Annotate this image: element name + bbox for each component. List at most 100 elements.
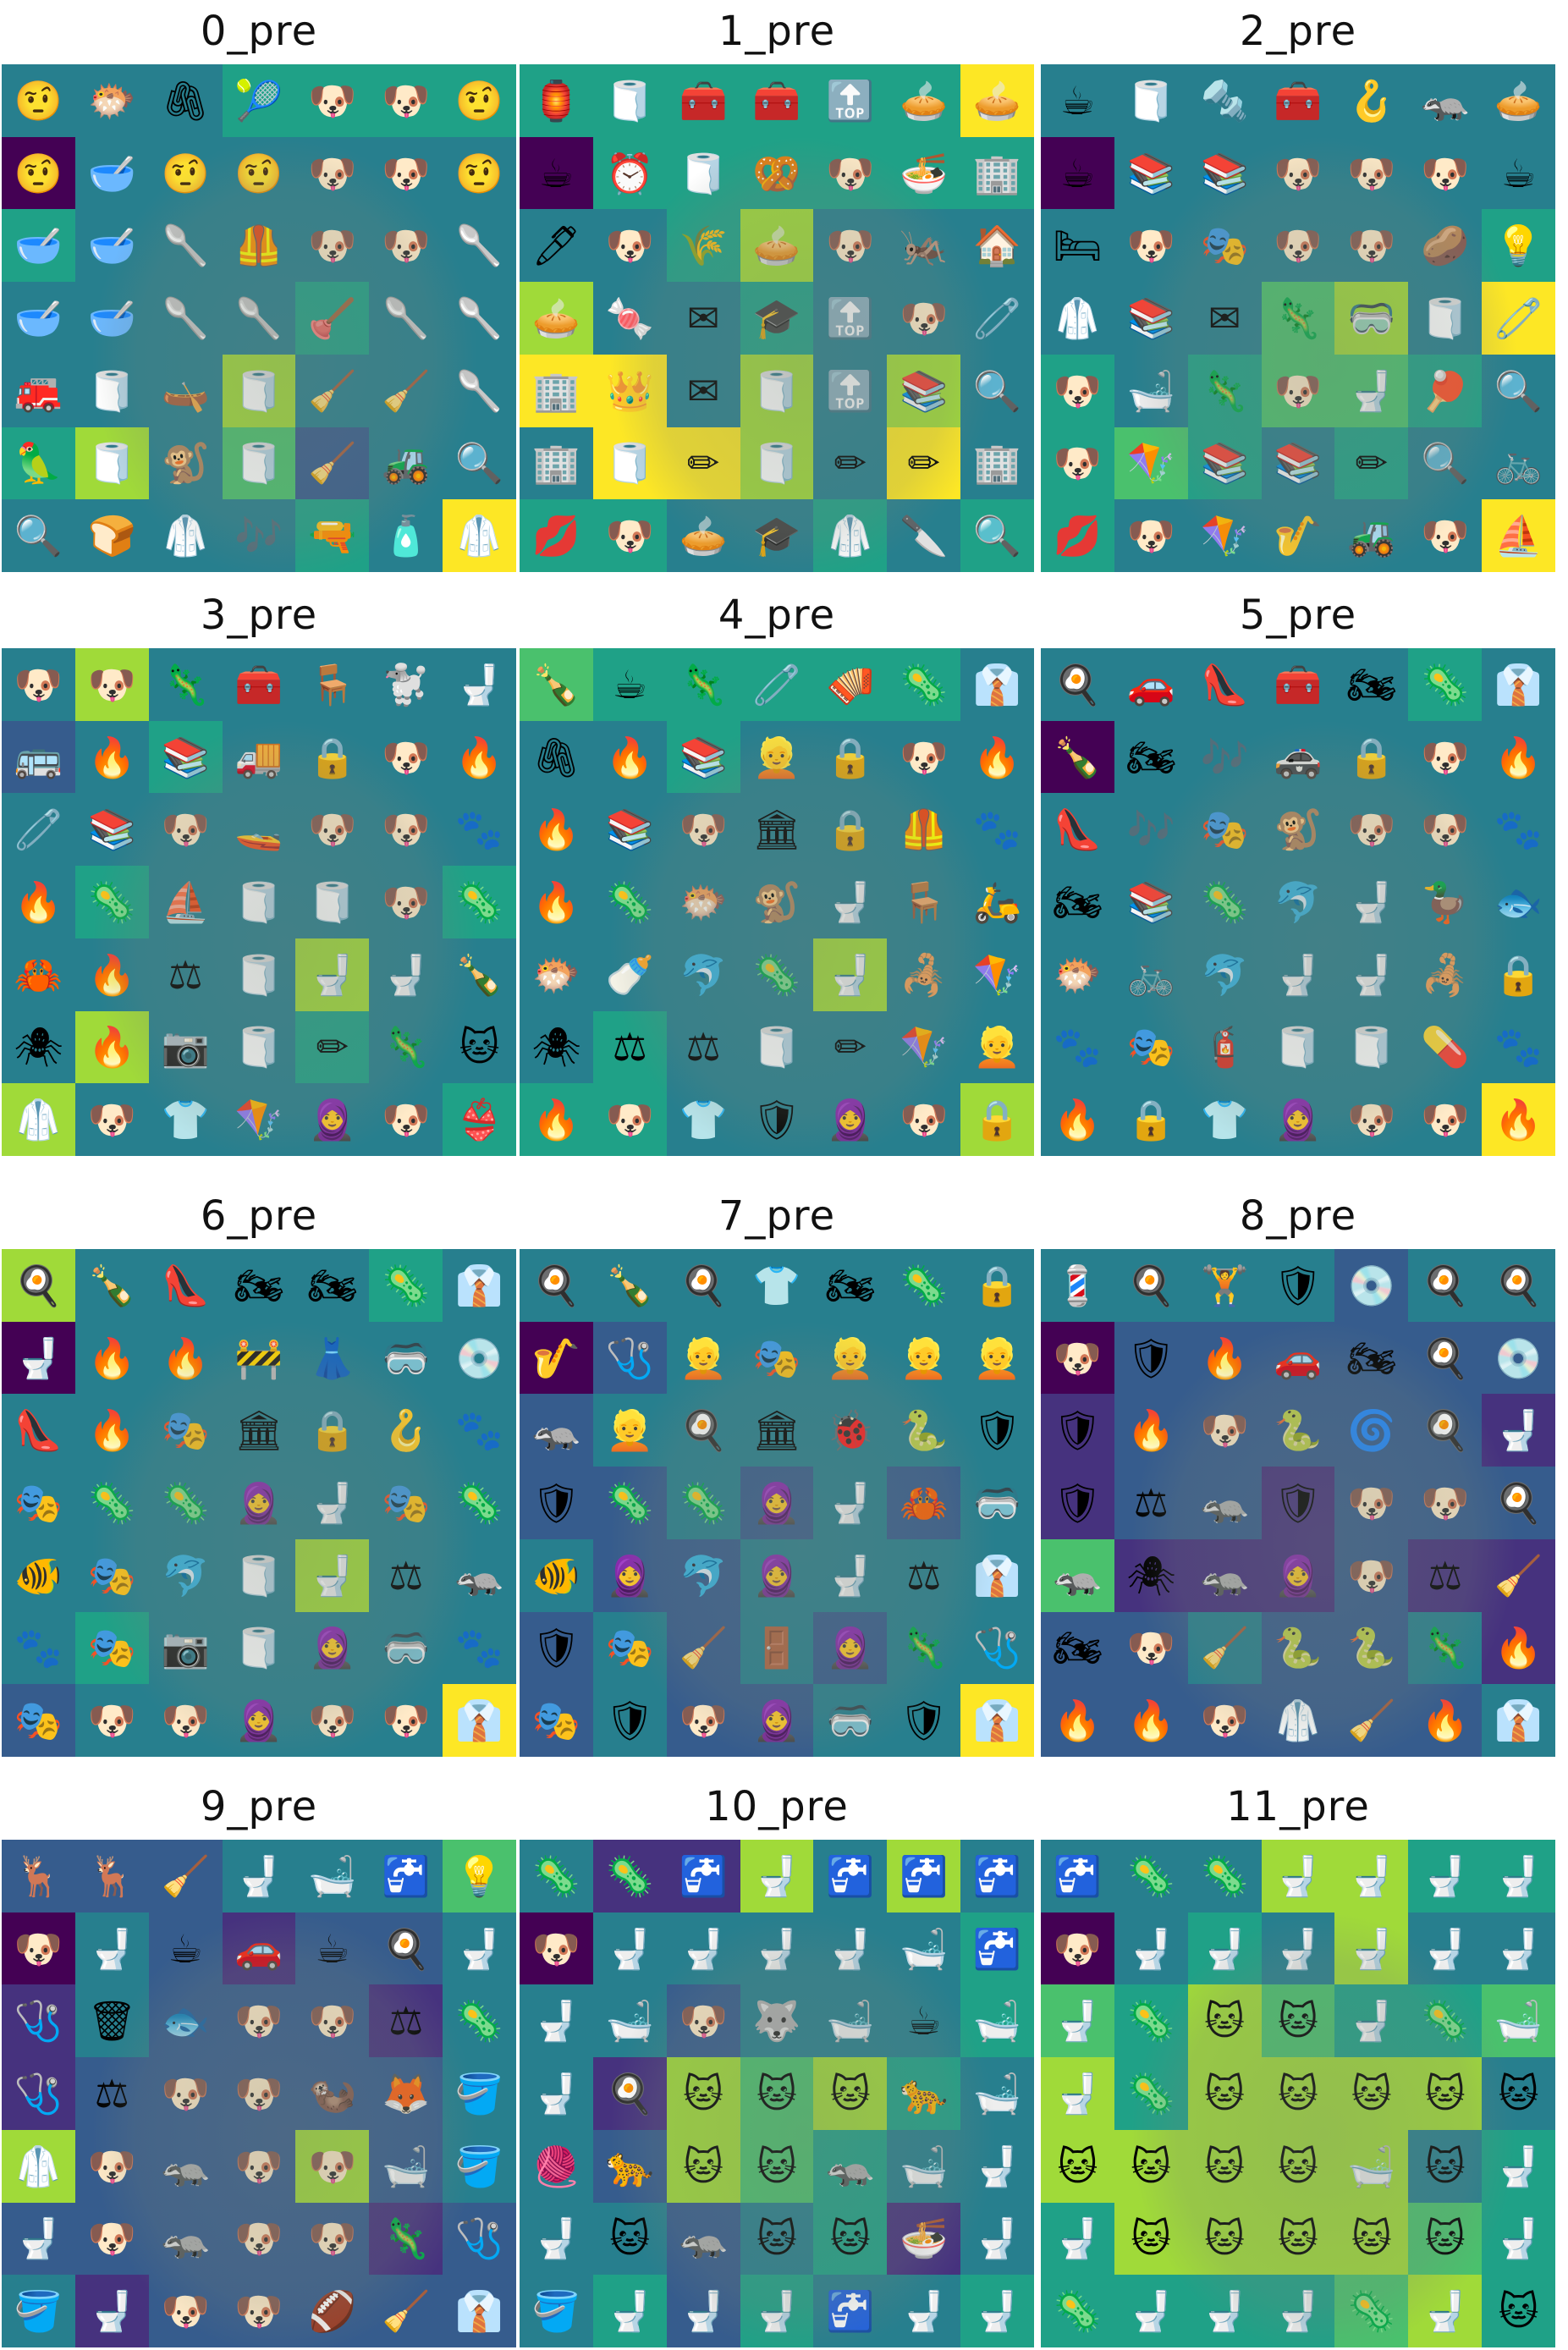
grid-cell: 🔥	[74, 938, 149, 1011]
emoji-icon: 🛡	[1053, 1407, 1103, 1454]
emoji-icon: 🐶	[382, 806, 431, 853]
grid-cell: 🧹	[369, 2275, 443, 2347]
grid-cell: 🌾	[666, 209, 740, 283]
grid-cell: 🪁	[222, 1083, 296, 1156]
grid-cell: 🚽	[2, 2202, 75, 2276]
grid-cell: 🔒	[960, 1083, 1034, 1156]
emoji-icon: 🔒	[826, 806, 875, 853]
grid-cell: 🗑	[74, 1984, 149, 2058]
grid-cell: 🐬	[666, 938, 740, 1011]
grid-cell: 🐶	[148, 1684, 223, 1757]
emoji-icon: 🐱	[756, 2070, 797, 2116]
emoji-icon: 🐶	[234, 2143, 283, 2189]
emoji-icon: 🏍	[825, 1262, 876, 1308]
grid-cell: 🔒	[1114, 1083, 1188, 1156]
emoji-icon: 🐡	[87, 77, 136, 124]
grid-cell: 🐶	[295, 2129, 370, 2203]
heatmap-grid: 🚰 🦠 🦠 🚽 🚽 🚽 🚽 🐶 🚽 🚽 🚽 🚽 🚽 🚽 🚽 🦠 🐱 🐱 🚽 🦠 🛁 🚽 🦠 🐱 🐱 🐱 🐱 🐱 🐱 🐱 🐱 🐱 🛁 🐱 🚽 🚽 🐱 🐱 🐱 🐱…	[1041, 1840, 1555, 2347]
grid-cell: 🦠	[592, 1467, 667, 1539]
grid-cell: 🎾	[222, 64, 296, 137]
emoji-icon: 🔍	[454, 440, 504, 487]
emoji-icon: 🧴	[382, 513, 431, 559]
heatmap-grid: 🦠 🦠 🚰 🚽 🚰 🚰 🚰 🐶 🚽 🚽 🚽 🚽 🛁 🚰 🚽 🛁 🐶 🐺 🛁 ☕ 🛁 🚽 🍳 🐱 🐱 🐱 🐆 🛁 🧶 🐆 🐱 🐱 🦡 🛁 🚽 🚽 🐱 🦡 🐱 🐱…	[520, 1840, 1034, 2347]
emoji-icon: 🤨	[161, 150, 210, 196]
grid-cell: ⚖	[369, 1984, 443, 2058]
emoji-icon: 🧻	[679, 150, 728, 196]
emoji-icon: 🚽	[1053, 1998, 1103, 2045]
emoji-icon: 🌀	[1347, 1407, 1396, 1454]
grid-cell: 🦎	[666, 648, 740, 721]
grid-cell: 🎷	[1261, 499, 1335, 572]
grid-cell: 🐶	[887, 1083, 961, 1156]
grid-cell: 🧹	[295, 427, 370, 500]
grid-cell: 🦠	[1041, 2275, 1114, 2347]
emoji-icon: 💿	[1494, 1335, 1543, 1381]
emoji-icon: 🧕	[234, 1479, 283, 1526]
grid-cell: ✉	[666, 354, 740, 427]
emoji-icon: 🐾	[1494, 1024, 1543, 1070]
emoji-icon: 🚰	[826, 2288, 875, 2335]
emoji-icon: 🐱	[756, 2143, 797, 2189]
grid-cell: 🧻	[222, 1538, 296, 1612]
grid-cell: 🧰	[666, 64, 740, 137]
emoji-icon: 🦊	[382, 2070, 431, 2116]
emoji-icon: 🥄	[454, 223, 504, 269]
grid-cell: 🔥	[74, 1394, 149, 1467]
emoji-icon: 🦡	[454, 1552, 504, 1599]
grid-cell: 👕	[148, 1083, 223, 1156]
emoji-icon: 🥧	[531, 294, 581, 341]
grid-cell: 🦠	[887, 1249, 961, 1322]
grid-cell: 🍳	[1408, 1321, 1483, 1395]
emoji-icon: 🍳	[679, 1407, 728, 1454]
emoji-icon: 🚽	[605, 2288, 654, 2335]
grid-cell: ☕	[887, 1984, 961, 2058]
emoji-icon: 🦠	[1421, 661, 1470, 707]
panel-title: 6_pre	[200, 1192, 318, 1240]
emoji-icon: 🧕	[234, 1698, 283, 1744]
emoji-icon: 🥼	[1053, 294, 1103, 341]
emoji-icon: 🚧	[234, 1335, 283, 1381]
grid-cell: 🐱	[1114, 2129, 1188, 2203]
grid-cell: 🦎	[1187, 354, 1262, 427]
emoji-icon: 🧻	[234, 951, 283, 998]
grid-cell: 🖊	[520, 209, 593, 283]
grid-cell: 🚽	[813, 866, 888, 938]
emoji-icon: 🥄	[454, 294, 504, 341]
emoji-icon: 📚	[1126, 294, 1175, 341]
emoji-icon: 🧕	[752, 1698, 801, 1744]
grid-cell: 🍾	[1041, 720, 1114, 794]
grid-cell: 💊	[1408, 1010, 1483, 1084]
emoji-icon: 🚽	[1494, 2215, 1543, 2262]
emoji-icon: 🥄	[161, 223, 210, 269]
grid-cell: 🏢	[960, 427, 1034, 500]
emoji-icon: 🐶	[382, 77, 431, 124]
grid-cell: 🐶	[74, 1684, 149, 1757]
grid-cell: 🎶	[1114, 793, 1188, 867]
grid-cell: 🚲	[1114, 938, 1188, 1011]
emoji-icon: 🧕	[752, 1552, 801, 1599]
emoji-icon: 👔	[454, 1698, 504, 1744]
emoji-icon: 🐶	[1347, 223, 1396, 269]
grid-cell: 🛡	[592, 1684, 667, 1757]
grid-cell: 🚽	[295, 1538, 370, 1612]
grid-cell: 🥧	[666, 499, 740, 572]
grid-cell: 🐍	[1261, 1611, 1335, 1685]
grid-cell: 🥄	[222, 282, 296, 355]
grid-cell: 🎶	[1187, 720, 1262, 794]
heatmap-grid: 🐶 🐶 🦎 🧰 🪑 🐩 🚽 🚌 🔥 📚 🚚 🔒 🐶 🔥 🧷 📚 🐶 🚤 🐶 🐶 🐾 🔥 🦠 ⛵ 🧻 🧻 🐶 🦠 🦀 🔥 ⚖ 🧻 🚽 🚽 🍾 🕷 🔥 📷 🧻 ✏…	[2, 648, 516, 1156]
grid-cell: 🎭	[1187, 793, 1262, 867]
grid-cell: 🦎	[369, 1010, 443, 1084]
grid-cell: 🔍	[443, 427, 516, 500]
grid-cell: 🕷	[2, 1010, 75, 1084]
grid-cell: 🧻	[1408, 282, 1483, 355]
emoji-icon: 👔	[454, 1262, 504, 1308]
emoji-icon: ☕	[1059, 77, 1096, 124]
grid-cell: 🚗	[1114, 648, 1188, 721]
emoji-icon: 🧻	[87, 367, 136, 414]
emoji-icon: 🧷	[14, 806, 63, 853]
grid-cell: 📚	[148, 720, 223, 794]
emoji-icon: 🏍	[307, 1262, 358, 1308]
emoji-icon: 🥧	[752, 223, 801, 269]
emoji-icon: 🐶	[382, 1097, 431, 1143]
emoji-icon: 🪣	[454, 2070, 504, 2116]
